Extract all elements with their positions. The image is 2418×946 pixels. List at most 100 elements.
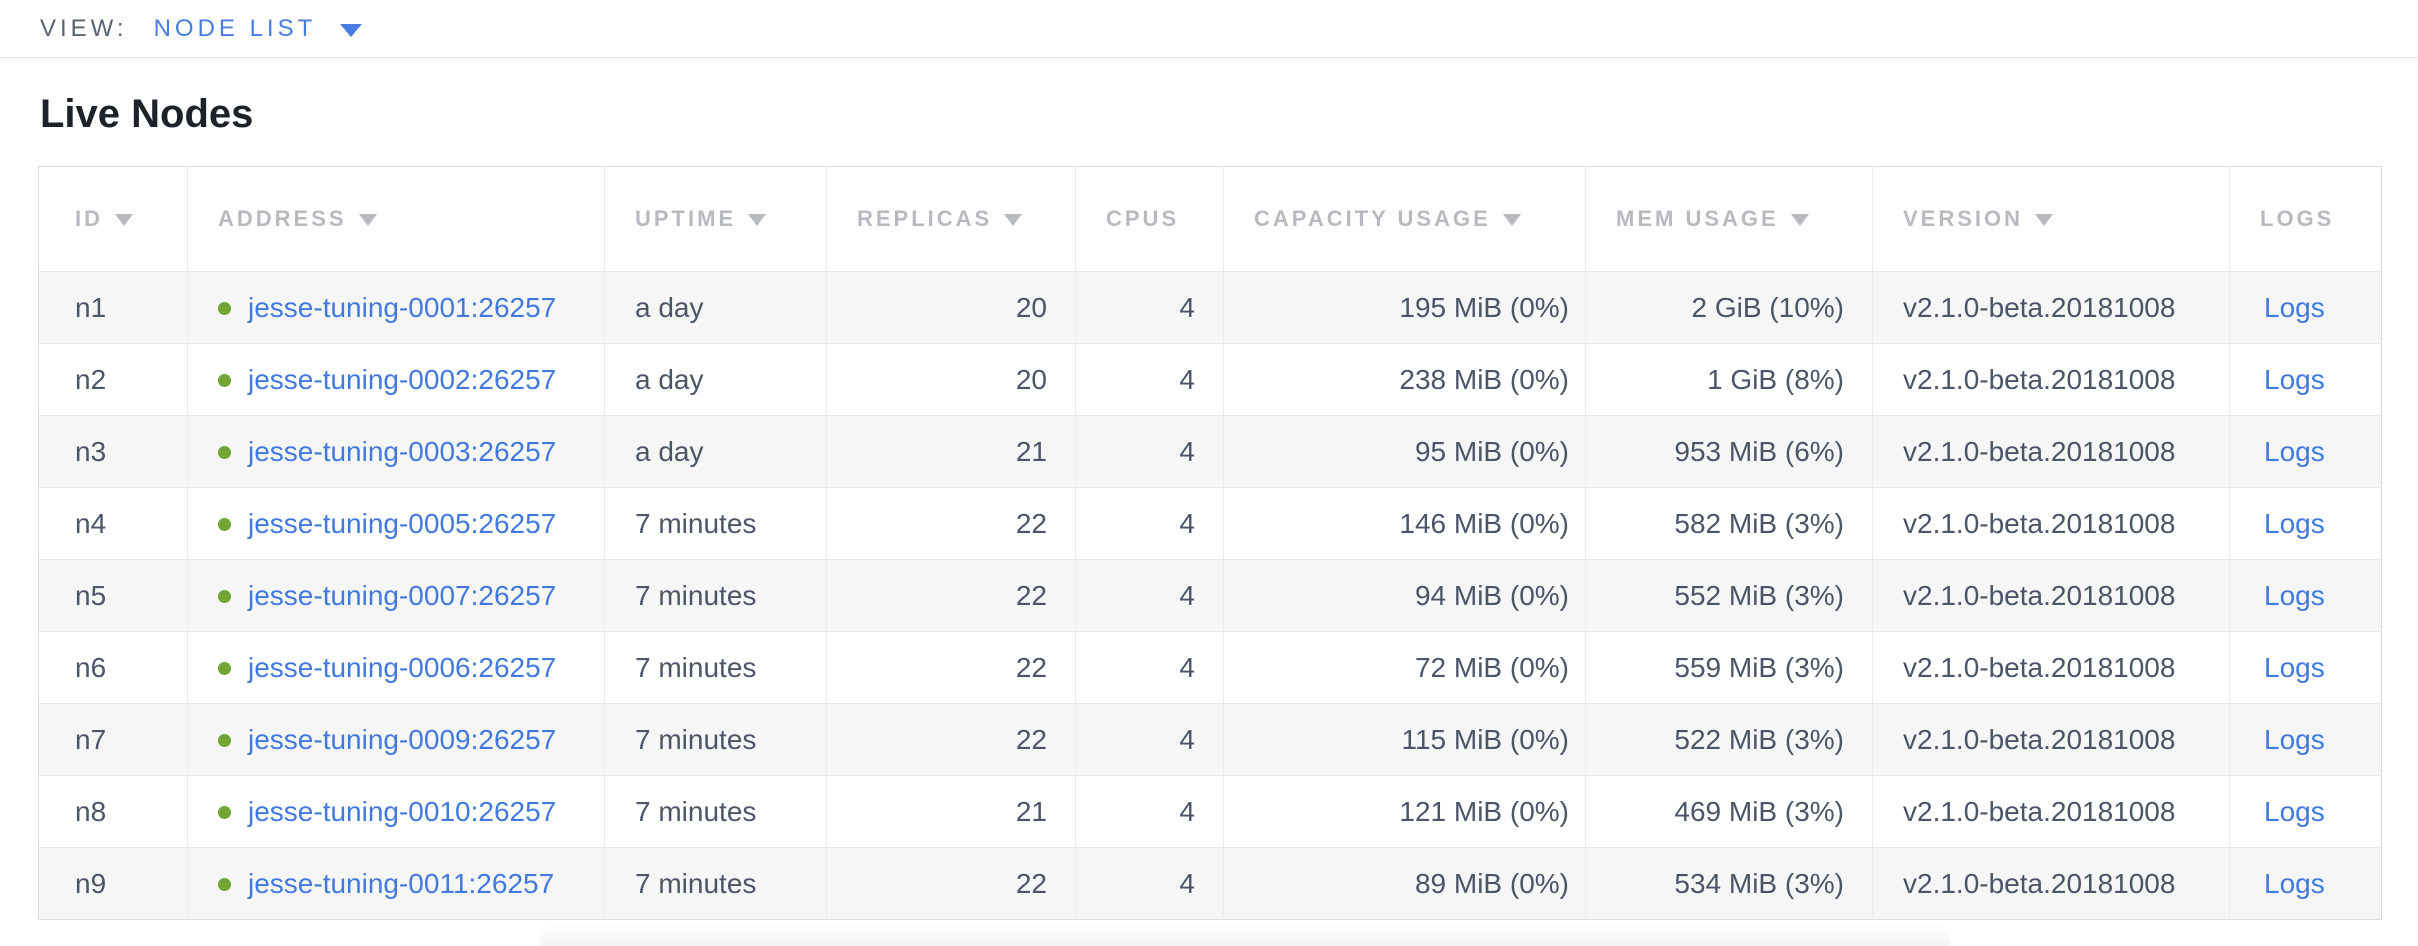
- node-id-cell: n4: [38, 487, 188, 560]
- node-mem-cell: 1 GiB (8%): [1585, 343, 1873, 416]
- node-logs-link[interactable]: Logs: [2264, 579, 2325, 611]
- node-live-status-icon: [218, 733, 231, 747]
- node-mem-usage: 582 MiB (3%): [1674, 507, 1844, 539]
- node-logs-cell: Logs: [2229, 343, 2382, 416]
- node-version: v2.1.0-beta.20181008: [1903, 435, 2176, 467]
- node-address-link[interactable]: jesse-tuning-0010:26257: [248, 795, 557, 827]
- page-title: Live Nodes: [40, 92, 254, 136]
- node-logs-link[interactable]: Logs: [2264, 723, 2325, 755]
- node-logs-cell: Logs: [2229, 847, 2382, 920]
- node-uptime: 7 minutes: [635, 867, 757, 899]
- node-mem-usage: 953 MiB (6%): [1674, 435, 1844, 467]
- node-address-link[interactable]: jesse-tuning-0007:26257: [248, 579, 557, 611]
- node-live-status-icon: [218, 877, 231, 891]
- node-mem-usage: 1 GiB (8%): [1707, 363, 1844, 395]
- node-uptime: a day: [635, 363, 704, 395]
- table-row: n3 jesse-tuning-0003:26257 a day 21 4 95…: [38, 415, 2382, 488]
- node-capacity-usage: 115 MiB (0%): [1401, 723, 1569, 755]
- node-logs-link[interactable]: Logs: [2264, 291, 2325, 323]
- node-uptime-cell: a day: [604, 343, 827, 416]
- node-version-cell: v2.1.0-beta.20181008: [1872, 271, 2230, 344]
- node-logs-link[interactable]: Logs: [2264, 795, 2325, 827]
- node-address-link[interactable]: jesse-tuning-0006:26257: [248, 651, 557, 683]
- node-address-link[interactable]: jesse-tuning-0011:26257: [248, 867, 555, 899]
- node-replicas: 22: [1015, 651, 1047, 683]
- column-header-address[interactable]: ADDRESS: [187, 166, 605, 272]
- node-id: n1: [75, 291, 107, 323]
- node-address-link[interactable]: jesse-tuning-0005:26257: [248, 507, 557, 539]
- node-id: n4: [75, 507, 107, 539]
- sort-desc-icon: [115, 214, 133, 226]
- node-address-link[interactable]: jesse-tuning-0002:26257: [248, 363, 557, 395]
- node-uptime-cell: a day: [604, 415, 827, 488]
- node-replicas: 20: [1015, 291, 1047, 323]
- node-uptime-cell: 7 minutes: [604, 631, 827, 704]
- node-mem-usage: 559 MiB (3%): [1674, 651, 1844, 683]
- node-capacity-cell: 94 MiB (0%): [1223, 559, 1586, 632]
- node-version: v2.1.0-beta.20181008: [1903, 723, 2176, 755]
- node-uptime-cell: 7 minutes: [604, 775, 827, 848]
- node-version-cell: v2.1.0-beta.20181008: [1872, 631, 2230, 704]
- node-address-cell: jesse-tuning-0010:26257: [187, 775, 605, 848]
- column-header-capacity-usage[interactable]: CAPACITY USAGE: [1223, 166, 1586, 272]
- node-mem-cell: 522 MiB (3%): [1585, 703, 1873, 776]
- node-address-link[interactable]: jesse-tuning-0003:26257: [248, 435, 557, 467]
- node-logs-link[interactable]: Logs: [2264, 435, 2325, 467]
- column-header-version[interactable]: VERSION: [1872, 166, 2230, 272]
- node-replicas-cell: 22: [826, 631, 1076, 704]
- node-replicas: 21: [1015, 435, 1047, 467]
- node-logs-cell: Logs: [2229, 631, 2382, 704]
- node-live-status-icon: [218, 301, 231, 315]
- node-id-cell: n1: [38, 271, 188, 344]
- view-selector-dropdown[interactable]: NODE LIST: [154, 15, 363, 43]
- node-logs-link[interactable]: Logs: [2264, 507, 2325, 539]
- node-id: n3: [75, 435, 107, 467]
- node-capacity-cell: 72 MiB (0%): [1223, 631, 1586, 704]
- node-id-cell: n6: [38, 631, 188, 704]
- node-address-link[interactable]: jesse-tuning-0001:26257: [248, 291, 557, 323]
- node-cpus-cell: 4: [1075, 847, 1224, 920]
- node-version: v2.1.0-beta.20181008: [1903, 579, 2176, 611]
- node-replicas: 22: [1015, 507, 1047, 539]
- node-logs-link[interactable]: Logs: [2264, 363, 2325, 395]
- column-header-mem-usage[interactable]: MEM USAGE: [1585, 166, 1873, 272]
- chevron-down-icon: [340, 23, 363, 37]
- node-cpus: 4: [1179, 579, 1195, 611]
- node-uptime: 7 minutes: [635, 723, 757, 755]
- view-selector-value: NODE LIST: [153, 14, 317, 42]
- node-replicas: 22: [1015, 579, 1047, 611]
- column-header-id[interactable]: ID: [38, 166, 188, 272]
- node-id: n8: [75, 795, 107, 827]
- node-id: n5: [75, 579, 107, 611]
- node-capacity-cell: 95 MiB (0%): [1223, 415, 1586, 488]
- node-logs-link[interactable]: Logs: [2264, 867, 2325, 899]
- node-replicas-cell: 20: [826, 271, 1076, 344]
- live-nodes-table: ID ADDRESS UPTIME REPLICAS CPUS CAPACITY…: [38, 166, 2382, 920]
- node-live-status-icon: [218, 589, 231, 603]
- node-logs-link[interactable]: Logs: [2264, 651, 2325, 683]
- node-mem-cell: 552 MiB (3%): [1585, 559, 1873, 632]
- node-version: v2.1.0-beta.20181008: [1903, 507, 2176, 539]
- node-replicas-cell: 20: [826, 343, 1076, 416]
- node-address-cell: jesse-tuning-0007:26257: [187, 559, 605, 632]
- node-capacity-usage: 89 MiB (0%): [1414, 867, 1569, 899]
- node-address-link[interactable]: jesse-tuning-0009:26257: [248, 723, 557, 755]
- node-logs-cell: Logs: [2229, 415, 2382, 488]
- node-uptime-cell: 7 minutes: [604, 487, 827, 560]
- sort-desc-icon: [1790, 214, 1809, 226]
- next-section-edge: [540, 928, 1950, 946]
- node-address-cell: jesse-tuning-0009:26257: [187, 703, 605, 776]
- node-version-cell: v2.1.0-beta.20181008: [1872, 847, 2230, 920]
- node-replicas: 22: [1015, 867, 1047, 899]
- node-uptime: 7 minutes: [635, 579, 757, 611]
- sort-desc-icon: [2035, 214, 2054, 226]
- node-version-cell: v2.1.0-beta.20181008: [1872, 487, 2230, 560]
- node-mem-usage: 522 MiB (3%): [1674, 723, 1844, 755]
- node-cpus-cell: 4: [1075, 631, 1224, 704]
- column-header-replicas[interactable]: REPLICAS: [826, 166, 1076, 272]
- node-address-cell: jesse-tuning-0005:26257: [187, 487, 605, 560]
- node-uptime-cell: 7 minutes: [604, 559, 827, 632]
- node-uptime: 7 minutes: [635, 651, 757, 683]
- table-row: n9 jesse-tuning-0011:26257 7 minutes 22 …: [38, 847, 2382, 920]
- column-header-uptime[interactable]: UPTIME: [604, 166, 827, 272]
